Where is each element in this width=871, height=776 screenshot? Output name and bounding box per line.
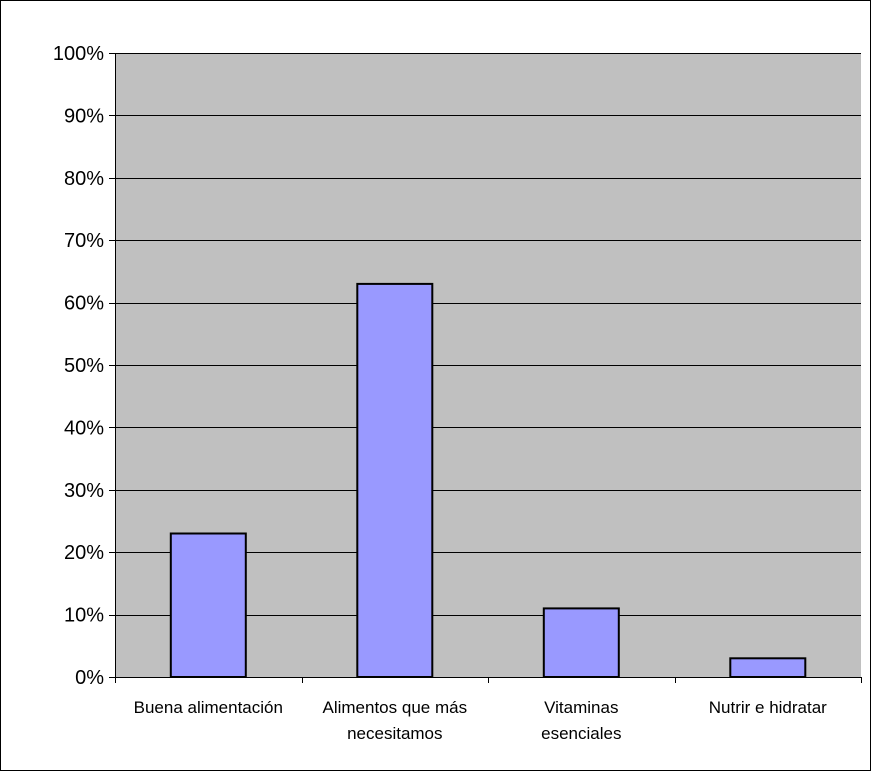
y-tick-labels: 0% 10% 20% 30% 40% 50% 60% 70% 80% 90% 100% <box>53 43 104 689</box>
x-tick-label-line: Buena alimentación <box>134 698 283 717</box>
y-tick-label: 30% <box>64 480 104 502</box>
y-tick-label: 90% <box>64 105 104 127</box>
bar-0 <box>169 532 247 678</box>
x-tick-label-line: Vitaminas <box>544 698 618 717</box>
x-tick-label-line: Nutrir e hidratar <box>709 698 827 717</box>
bar-3 <box>729 657 807 678</box>
bars <box>169 282 807 679</box>
y-tick-label: 20% <box>64 542 104 564</box>
gridlines <box>115 53 861 616</box>
x-tick-label-line: necesitamos <box>347 724 442 743</box>
y-tick-label: 0% <box>75 667 104 689</box>
y-tick-label: 70% <box>64 230 104 252</box>
x-tick-labels: Buena alimentación Alimentos que más neces… <box>134 698 828 743</box>
x-tick-label-line: Alimentos que más <box>323 698 468 717</box>
x-tick-label: Alimentos que más necesitamos <box>323 698 468 743</box>
x-tick-label-line: esenciales <box>541 724 621 743</box>
x-tick-label: Vitaminas esenciales <box>541 698 621 743</box>
y-tick-label: 50% <box>64 355 104 377</box>
y-tick-label: 60% <box>64 293 104 315</box>
y-tick-label: 100% <box>53 43 104 65</box>
x-tick-label: Buena alimentación <box>134 698 283 717</box>
x-tick-label: Nutrir e hidratar <box>709 698 827 717</box>
y-tick-label: 40% <box>64 417 104 439</box>
y-tick-label: 10% <box>64 605 104 627</box>
bar-2 <box>542 607 620 679</box>
bar-1 <box>356 282 434 678</box>
y-tick-label: 80% <box>64 168 104 190</box>
axes <box>109 53 862 683</box>
